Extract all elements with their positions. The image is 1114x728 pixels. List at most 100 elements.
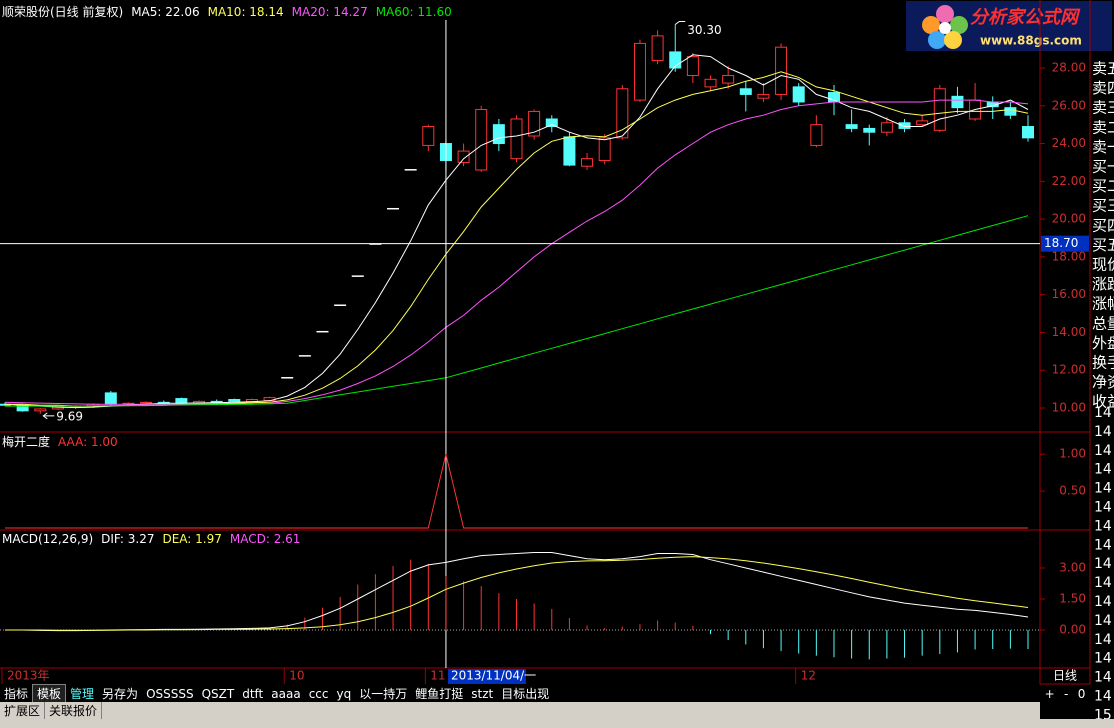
toolbar-item[interactable]: 鲤鱼打挺 [415, 687, 464, 701]
candle-body [1004, 107, 1017, 116]
candle-body [16, 405, 29, 412]
crosshair-date: 2013/11/04/一 [451, 669, 536, 683]
quote-label: 买一 [1092, 158, 1114, 176]
control[interactable]: 0 [1077, 686, 1086, 701]
quote-label: 换手 [1092, 354, 1114, 372]
y-tick-label: 26.00 [1052, 98, 1086, 112]
control[interactable]: - [1064, 686, 1069, 701]
toolbar-item[interactable]: 以一持万 [359, 687, 408, 701]
quote-value: 14 [1094, 500, 1112, 516]
annotation-label: 9.69 [56, 409, 83, 423]
candle-body [528, 110, 541, 137]
candle-body [228, 399, 241, 402]
tab[interactable]: 关联报价 [45, 702, 103, 719]
quote-value: 14 [1094, 632, 1112, 648]
quote-label: 净资 [1092, 373, 1114, 391]
legend-entry: DEA: 1.97 [162, 532, 221, 546]
candle-body [633, 42, 646, 101]
candle-body [34, 408, 47, 412]
panel-title: MACD(12,26,9) [2, 532, 93, 546]
toolbar-item[interactable]: ccc [308, 686, 329, 701]
candle-body [845, 124, 858, 129]
indicator-line [5, 454, 1028, 529]
candle-body [651, 35, 664, 61]
toolbar-item[interactable]: yq [336, 686, 352, 701]
candle-body [510, 118, 523, 160]
quote-value: 14 [1094, 689, 1112, 705]
period[interactable]: 日线 [1053, 669, 1077, 683]
legend-entry: MA5: 22.06 [131, 5, 199, 19]
candle-body [545, 118, 558, 128]
panel-header: 梅开二度 AAA: 1.00 [2, 434, 118, 449]
macd-line [5, 556, 1029, 631]
quote-value: 14 [1094, 518, 1112, 534]
candle-body [616, 88, 629, 139]
candle-body [686, 56, 699, 77]
tabs: 扩展区 关联报价 [0, 702, 1040, 719]
controls: + - 0 [1040, 685, 1090, 702]
quote-label: 收益 [1092, 393, 1114, 411]
quote-label: 总量 [1092, 314, 1114, 332]
legend-entry: MA60: 11.60 [376, 5, 452, 19]
quote-value: 14 [1094, 443, 1112, 459]
candle-body [422, 126, 435, 146]
candle-body [140, 401, 153, 404]
toolbar: 指标 模板 管理 另存为 OSSSSS QSZT dtft aaaa ccc y… [0, 684, 1040, 703]
y-tick-label: 24.00 [1052, 136, 1086, 150]
logo-title: 分析家公式网 [970, 7, 1081, 28]
quote-value: 14 [1094, 462, 1112, 478]
candle-body [916, 120, 929, 126]
logo-flower [922, 5, 968, 49]
quote-label: 卖一 [1092, 138, 1114, 156]
quote-label: 买二 [1092, 177, 1114, 195]
x-tick-label: 2013年 [7, 669, 50, 683]
logo-url: www.88gs.com [980, 34, 1082, 48]
panel-header: 顺荣股份(日线 前复权) MA5: 22.06 MA10: 18.14 MA20: 1… [2, 4, 452, 19]
x-tick-label: 10 [289, 669, 304, 683]
candle-body [704, 78, 717, 88]
candle-body [457, 150, 470, 163]
legend-entry: AAA: 1.00 [58, 435, 118, 449]
control[interactable]: + [1044, 686, 1055, 701]
x-tick-label: 11 [430, 669, 445, 683]
y-tick-label: 14.00 [1052, 325, 1086, 339]
toolbar-item[interactable]: dtft [242, 686, 264, 701]
quote-label: 涨幅 [1092, 295, 1114, 313]
candle-body [492, 124, 505, 145]
toolbar-item[interactable]: 管理 [70, 687, 95, 701]
quote-value: 14 [1094, 481, 1112, 497]
toolbar-item[interactable]: aaaa [271, 686, 301, 701]
panel-header: MACD(12,26,9) DIF: 3.27 DEA: 1.97 MACD: 2.6… [2, 532, 300, 546]
candle-body [757, 93, 770, 99]
toolbar-item[interactable]: 模板 [32, 684, 67, 703]
tab[interactable]: 扩展区 [0, 702, 46, 719]
quote-value: 14 [1094, 556, 1112, 572]
candle-body [863, 127, 876, 133]
toolbar-item[interactable]: stzt [471, 686, 494, 701]
toolbar-item[interactable]: 指标 [4, 687, 29, 701]
quote-value: 14 [1094, 537, 1112, 553]
quote-value: 14 [1094, 670, 1112, 686]
legend-entry: MA10: 18.14 [208, 5, 284, 19]
y-tick-label: 16.00 [1052, 287, 1086, 301]
toolbar-item[interactable]: OSSSSS [146, 686, 194, 701]
candle-body [1022, 126, 1034, 139]
candle-body [775, 46, 788, 95]
y-tick-label: 28.00 [1052, 60, 1086, 74]
candle-body [175, 398, 188, 404]
y-tick-label: 20.00 [1052, 212, 1086, 226]
toolbar-item[interactable]: 目标出现 [501, 687, 550, 701]
quote-value: 14 [1094, 405, 1112, 421]
candle-body [898, 122, 911, 129]
quote-label: 卖三 [1092, 99, 1114, 117]
crosshair-price-box [1041, 235, 1089, 252]
y-tick-label: 12.00 [1052, 363, 1086, 377]
toolbar-item[interactable]: QSZT [201, 686, 235, 701]
quote-value: 14 [1094, 651, 1112, 667]
legend-entry: MA20: 14.27 [292, 5, 368, 19]
quote-label: 卖五 [1092, 60, 1114, 78]
toolbar-item[interactable]: 另存为 [102, 687, 139, 701]
panel-title: 顺荣股份(日线 前复权) [2, 4, 123, 19]
annotation-arrow [42, 412, 48, 420]
